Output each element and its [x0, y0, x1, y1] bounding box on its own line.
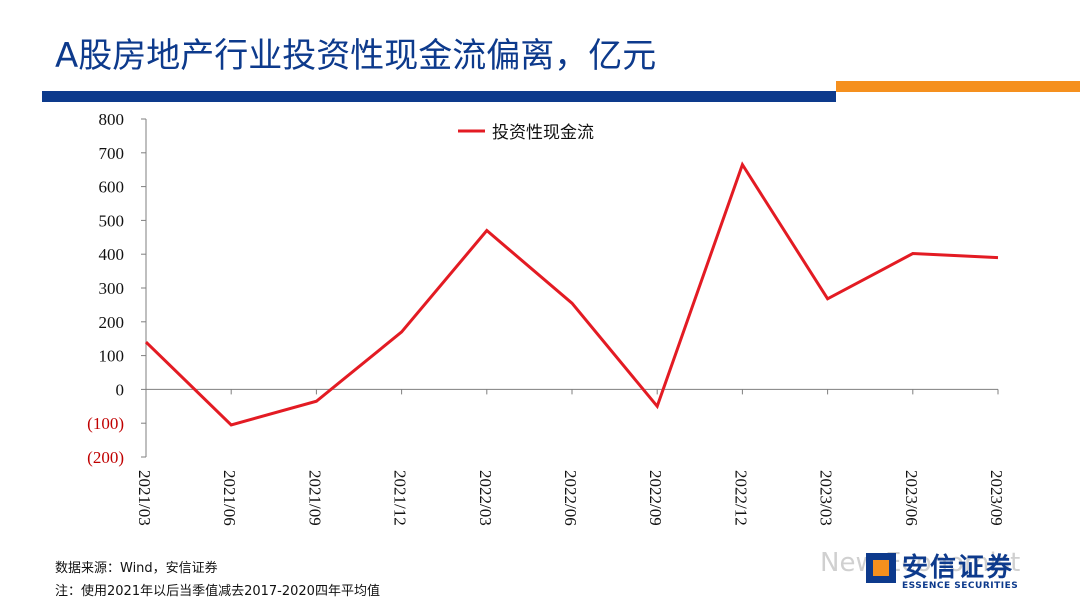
logo-mark-icon — [866, 553, 896, 583]
y-tick-label: 100 — [99, 347, 125, 366]
x-tick-label: 2023/09 — [987, 470, 1006, 526]
x-tick-label: 2023/06 — [902, 470, 921, 526]
logo-chinese-name: 安信证券 — [902, 553, 1015, 583]
data-source-note: 数据来源：Wind，安信证券 — [55, 561, 218, 576]
y-tick-label: 500 — [99, 211, 125, 230]
x-tick-label: 2022/03 — [476, 470, 495, 526]
y-tick-label: 300 — [99, 279, 125, 298]
logo-english-name: ESSENCE SECURITIES — [902, 581, 1019, 591]
x-tick-label: 2022/06 — [561, 470, 580, 526]
y-tick-label: 400 — [99, 245, 125, 264]
y-tick-label: 200 — [99, 313, 125, 332]
company-logo: 安信证券 ESSENCE SECURITIES — [866, 545, 1080, 595]
x-tick-label: 2022/09 — [646, 470, 665, 526]
y-tick-label: 700 — [99, 144, 125, 163]
series-line — [144, 161, 999, 427]
title-underline-orange — [836, 81, 1080, 92]
title-underline-blue — [42, 91, 836, 102]
x-tick-label: 2021/09 — [305, 470, 324, 526]
legend-label: 投资性现金流 — [492, 123, 594, 143]
page-title: A股房地产行业投资性现金流偏离，亿元 — [55, 36, 657, 76]
x-tick-label: 2021/06 — [220, 470, 239, 526]
x-tick-label: 2023/03 — [817, 470, 836, 526]
y-tick-label: (200) — [87, 448, 124, 467]
watermark: New Economist — [820, 548, 1021, 578]
y-tick-label: 0 — [116, 380, 125, 399]
y-tick-label: 800 — [99, 110, 125, 129]
x-tick-label: 2022/12 — [731, 470, 750, 526]
x-tick-label: 2021/03 — [135, 470, 154, 526]
x-tick-label: 2021/12 — [391, 470, 410, 526]
y-tick-label: (100) — [87, 414, 124, 433]
y-tick-label: 600 — [99, 178, 125, 197]
methodology-note: 注：使用2021年以后当季值减去2017-2020四年平均值 — [55, 584, 380, 599]
